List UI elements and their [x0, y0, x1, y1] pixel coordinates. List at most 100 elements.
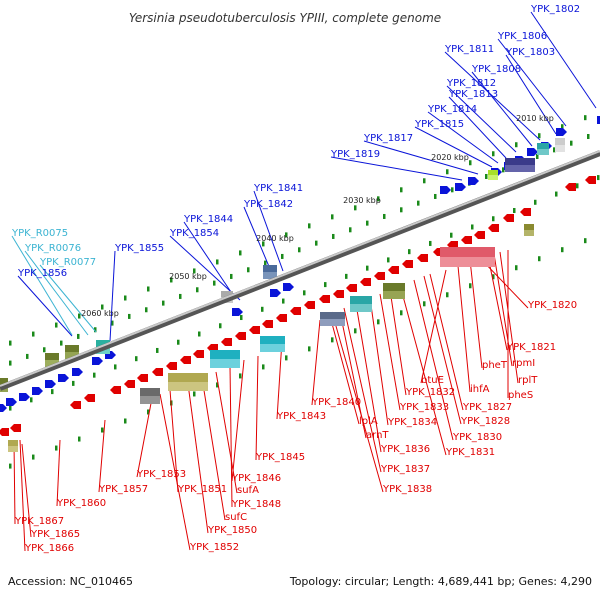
forward-gene-label: YPK_1854 — [169, 228, 219, 239]
reverse-gene-arrow — [585, 176, 596, 184]
reverse-gene-label: YPK_1843 — [276, 411, 326, 422]
leader-line — [255, 355, 259, 461]
tick-mark-outer-bottom — [423, 301, 426, 307]
tick-mark-outer-bottom — [101, 427, 104, 433]
leader-line — [444, 51, 541, 141]
reverse-gene-arrow — [249, 326, 260, 334]
reverse-gene-arrow — [402, 260, 413, 268]
forward-gene-arrow — [32, 387, 43, 395]
tick-mark-inner-top — [101, 304, 104, 310]
tick-mark-outer-top — [247, 267, 250, 273]
leader-line — [201, 377, 226, 521]
tick-mark-inner-top — [262, 241, 265, 247]
reverse-gene-arrow — [276, 314, 287, 322]
reverse-gene-arrow — [10, 424, 21, 432]
tick-mark-outer-top — [230, 273, 233, 279]
leader-line — [169, 389, 179, 493]
reverse-gene-arrow — [262, 320, 273, 328]
tick-mark-inner-bottom — [219, 323, 222, 329]
block-cluster-1866-shade — [8, 446, 18, 452]
tick-mark-outer-bottom — [584, 238, 587, 244]
tick-mark-inner-bottom — [93, 372, 96, 378]
tick-mark-outer-bottom — [124, 418, 127, 424]
accession-text: Accession: NC_010465 — [8, 575, 134, 588]
topology-text: Topology: circular; Length: 4,689,441 bp… — [289, 575, 592, 588]
tick-mark-outer-top — [111, 320, 114, 326]
leader-line — [471, 71, 533, 147]
reverse-gene-label: arnT — [366, 430, 389, 441]
scale-tick-label: 2060 kbp — [81, 309, 119, 318]
forward-gene-arrow — [270, 289, 281, 297]
reverse-gene-arrow — [0, 428, 9, 436]
reverse-gene-arrow — [152, 368, 163, 376]
leader-line — [399, 284, 447, 456]
tick-mark-outer-bottom — [193, 391, 196, 397]
tick-mark-inner-bottom — [429, 240, 432, 246]
reverse-gene-label: YPK_1833 — [399, 402, 449, 413]
tick-row-layer — [9, 115, 600, 469]
leader-line — [17, 275, 73, 337]
tick-mark-outer-bottom — [216, 382, 219, 388]
tick-mark-outer-bottom — [9, 463, 12, 469]
reverse-gene-label: sufA — [237, 485, 259, 496]
leader-line — [389, 289, 407, 396]
reverse-gene-arrow — [360, 278, 371, 286]
reverse-gene-arrow — [488, 224, 499, 232]
tick-mark-inner-top — [147, 286, 150, 292]
forward-gene-label: YPK_1844 — [183, 214, 233, 225]
feature-layer — [0, 116, 600, 452]
scale-tick-label: 2010 kbp — [516, 114, 554, 123]
leader-line — [339, 311, 367, 439]
reverse-gene-arrow — [319, 295, 330, 303]
leader-line — [329, 315, 360, 425]
forward-gene-label: YPK_1817 — [363, 133, 413, 144]
leader-line — [229, 365, 233, 508]
tick-mark-outer-top — [332, 233, 335, 239]
tick-mark-inner-bottom — [366, 265, 369, 271]
leader-line — [369, 297, 389, 426]
tick-mark-outer-top — [315, 240, 318, 246]
forward-gene-label: YPK_1802 — [530, 4, 580, 15]
forward-gene-label: YPK_1808 — [471, 64, 521, 75]
reverse-gene-label: YPK_1845 — [255, 452, 305, 463]
tick-mark-outer-top — [60, 340, 63, 346]
tick-mark-outer-top — [196, 287, 199, 293]
reverse-gene-label: YPK_1827 — [462, 402, 512, 413]
forward-gene-arrow — [283, 283, 294, 291]
forward-gene-arrow — [19, 393, 30, 401]
tick-mark-inner-top — [55, 322, 58, 328]
tick-mark-outer-bottom — [78, 436, 81, 442]
reverse-gene-arrow — [137, 374, 148, 382]
reverse-gene-arrow — [124, 380, 135, 388]
reverse-gene-arrow — [84, 394, 95, 402]
block-cluster-1827-shade — [383, 291, 405, 299]
leader-line — [423, 275, 462, 425]
reverse-gene-label: lplA — [359, 416, 378, 427]
forward-gene-label: YPK_1813 — [448, 89, 498, 100]
tick-mark-outer-top — [349, 227, 352, 233]
forward-gene-arrow — [597, 116, 600, 124]
tick-mark-inner-top — [584, 115, 587, 121]
tick-mark-outer-top — [213, 280, 216, 286]
reverse-gene-arrow — [374, 272, 385, 280]
tick-mark-outer-bottom — [285, 355, 288, 361]
leader-line — [413, 279, 454, 441]
tick-mark-outer-bottom — [354, 328, 357, 334]
leader-line — [13, 441, 16, 525]
block-cluster-1820-shade — [440, 257, 495, 267]
tick-mark-outer-top — [264, 260, 267, 266]
tick-mark-inner-top — [561, 124, 564, 130]
scale-tick-label: 2020 kbp — [431, 153, 469, 162]
leader-line — [469, 259, 483, 369]
reverse-gene-label: YPK_1840 — [311, 397, 361, 408]
forward-gene-label: YPK_1841 — [253, 183, 303, 194]
leader-line — [243, 206, 274, 277]
forward-gene-label: YPK_1806 — [497, 31, 547, 42]
leader-line — [24, 250, 89, 336]
tick-mark-outer-bottom — [561, 247, 564, 253]
leader-line — [427, 111, 499, 164]
reverse-gene-label: rpmI — [512, 358, 535, 369]
backbone-layer — [0, 150, 600, 391]
forward-gene-arrow — [58, 374, 69, 382]
leader-line — [457, 265, 471, 393]
